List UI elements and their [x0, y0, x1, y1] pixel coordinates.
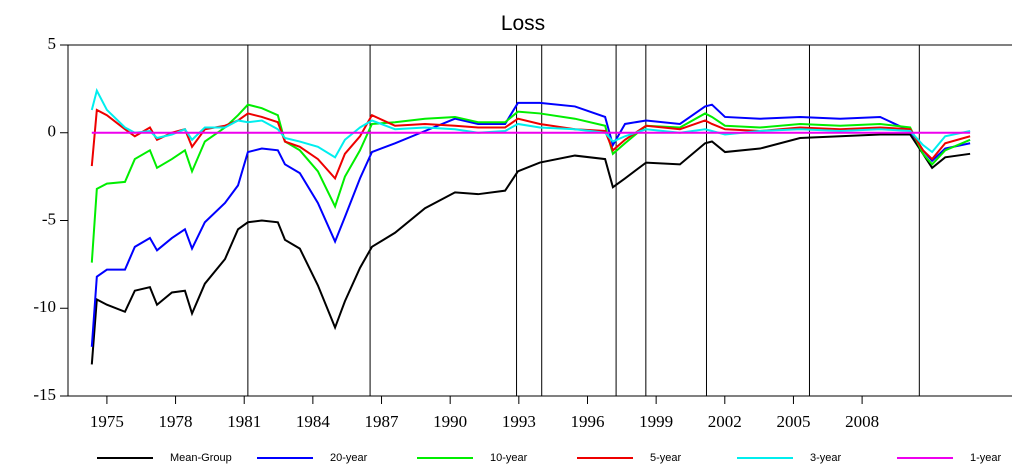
legend-label: 5-year: [650, 452, 682, 464]
x-tick-label: 2008: [845, 412, 879, 431]
series-line: [90, 108, 971, 181]
y-tick-label: -10: [33, 297, 56, 316]
y-tick-label: 5: [48, 34, 57, 53]
series-line: [90, 87, 971, 159]
x-tick-label: 1984: [296, 412, 331, 431]
x-tick-label: 1975: [90, 412, 124, 431]
x-tick-label: 1996: [570, 412, 604, 431]
y-tick-label: -15: [33, 385, 56, 404]
series-line: [90, 133, 971, 365]
legend-label: 10-year: [490, 452, 528, 464]
series-line: [90, 101, 971, 347]
x-tick-label: 1999: [639, 412, 673, 431]
x-tick-label: 1990: [433, 412, 467, 431]
y-tick-label: -5: [42, 209, 56, 228]
series-line: [90, 103, 971, 263]
x-tick-label: 2002: [708, 412, 742, 431]
legend-label: 20-year: [330, 452, 368, 464]
x-tick-label: 1993: [502, 412, 536, 431]
legend-label: 1-year: [970, 452, 1002, 464]
x-tick-label: 1981: [227, 412, 261, 431]
x-tick-label: 1987: [365, 412, 400, 431]
legend-label: Mean-Group: [170, 452, 232, 464]
x-tick-label: 2005: [776, 412, 810, 431]
y-tick-label: 0: [48, 122, 57, 141]
chart-title: Loss: [501, 12, 545, 35]
legend-label: 3-year: [810, 452, 842, 464]
x-tick-label: 1978: [159, 412, 193, 431]
